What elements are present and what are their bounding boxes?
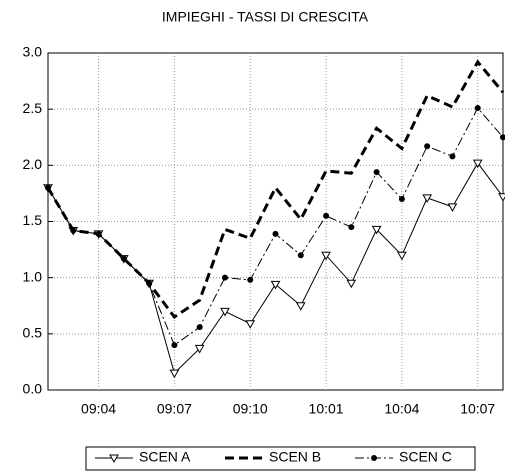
legend-marker [371, 455, 377, 461]
marker [221, 274, 228, 281]
marker [424, 143, 431, 150]
marker [169, 369, 180, 379]
marker [220, 307, 230, 317]
marker [295, 302, 306, 311]
y-tick-label: 2.0 [23, 156, 43, 172]
marker [500, 134, 505, 141]
marker [95, 230, 102, 237]
marker [474, 105, 481, 112]
marker [472, 159, 483, 169]
x-tick-label: 10:04 [384, 401, 419, 417]
marker [171, 342, 178, 349]
marker [70, 227, 77, 234]
series-line [47, 107, 504, 346]
series-line [47, 162, 504, 375]
y-tick-label: 0.5 [23, 325, 43, 341]
legend-label: SCEN B [269, 449, 321, 465]
marker [346, 279, 357, 289]
marker [146, 280, 153, 287]
x-tick-label: 10:01 [309, 401, 344, 417]
marker [196, 324, 203, 331]
marker [373, 169, 380, 176]
series-line [46, 59, 505, 320]
marker [371, 225, 382, 235]
marker [348, 224, 355, 231]
x-tick-label: 09:10 [233, 401, 268, 417]
marker [120, 255, 127, 262]
y-tick-label: 3.0 [23, 44, 43, 60]
marker [422, 194, 433, 203]
legend-marker [109, 454, 119, 464]
legend-label: SCEN A [139, 449, 191, 465]
marker [323, 212, 330, 219]
legend-box [85, 446, 476, 471]
x-tick-label: 09:07 [157, 401, 192, 417]
y-tick-label: 1.0 [23, 268, 43, 284]
marker [245, 320, 256, 329]
marker [45, 184, 51, 191]
marker [270, 280, 281, 290]
plot-frame [47, 52, 504, 391]
marker [194, 344, 205, 354]
y-tick-label: 0.0 [23, 381, 43, 397]
chart-title: IMPIEGHI - TASSI DI CRESCITA [162, 9, 369, 25]
marker [447, 203, 458, 212]
marker [397, 251, 407, 261]
marker [297, 252, 304, 259]
marker [449, 153, 456, 160]
x-tick-label: 09:04 [81, 401, 116, 417]
x-tick-label: 10:07 [460, 401, 495, 417]
y-tick-label: 1.5 [23, 212, 43, 228]
y-tick-label: 2.5 [23, 100, 43, 116]
marker [247, 276, 254, 283]
marker [272, 230, 279, 237]
marker [398, 196, 405, 203]
legend-label: SCEN C [399, 449, 452, 465]
marker [321, 251, 331, 261]
marker [498, 193, 505, 202]
